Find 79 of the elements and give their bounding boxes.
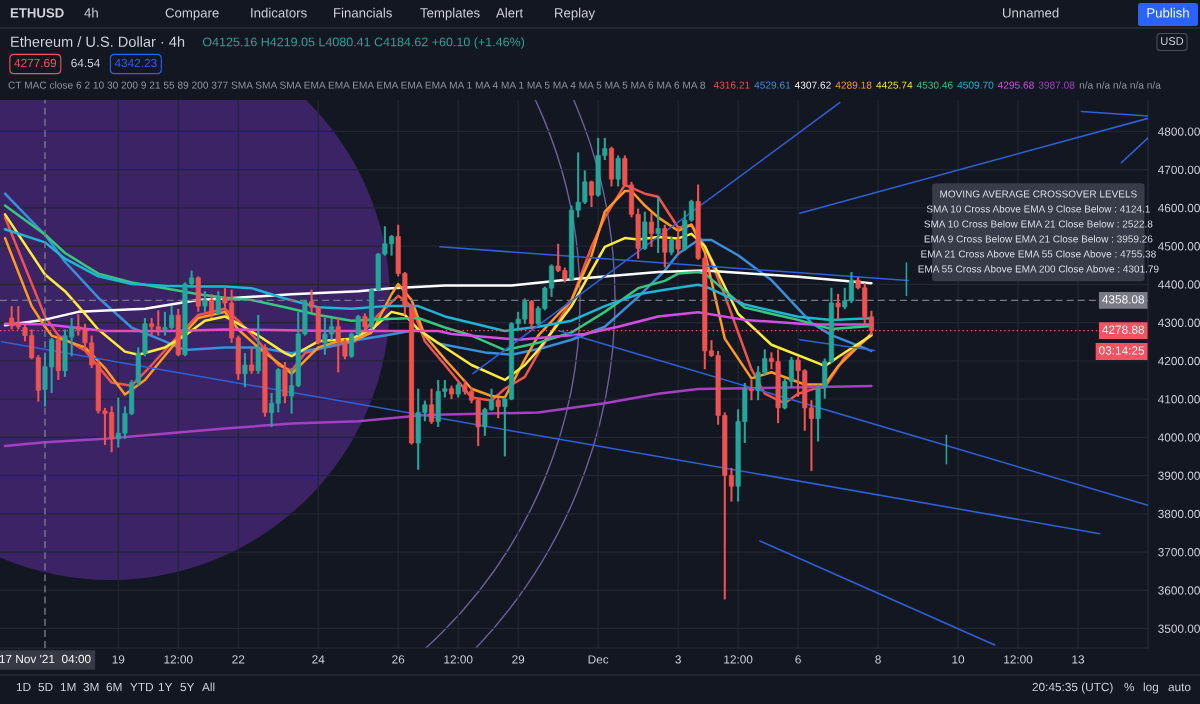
- text: 4h: [84, 7, 98, 18]
- text: 1M: [60, 682, 76, 692]
- text: Publish: [1147, 7, 1189, 18]
- text: All: [202, 682, 215, 692]
- text: 5Y: [180, 682, 195, 692]
- text: 3M: [83, 682, 99, 692]
- text: USD: [1161, 37, 1184, 45]
- ref-line-label: 17 Nov '21 04:00: [0, 654, 91, 664]
- text: 4509.70: [957, 81, 994, 89]
- x-tick-label: 3: [675, 655, 681, 664]
- annotation: EMA 9 Cross Below EMA 21 Close Below : 3959.26: [924, 235, 1153, 243]
- x-tick-label: 6: [795, 655, 801, 664]
- text: ETHUSD: [10, 8, 64, 18]
- text: CT MAC close 6 2 10 30 200 9 21 55 89 200 377 SMA SMA SMA EMA EMA EMA EMA EMA EMA MA 1 MA 4 MA 1 MA 5 MA 4 MA 5 MA 5 MA 6 MA 6 MA 8: [8, 81, 706, 89]
- text: 5D: [38, 682, 53, 692]
- y-tick-label: 3800.00: [1158, 509, 1200, 519]
- x-tick-label: 24: [312, 655, 325, 664]
- text: 1D: [16, 682, 31, 692]
- text: 4530.46: [916, 81, 953, 89]
- text: 4316.21: [713, 81, 750, 89]
- y-tick-label: 4300.00: [1157, 318, 1200, 327]
- text: 6M: [106, 682, 122, 692]
- y-tick-label: 3500.00: [1158, 624, 1200, 633]
- y-tick-label: 3900.00: [1158, 471, 1200, 480]
- y-tick-label: 4400.00: [1157, 280, 1200, 289]
- y-tick-label: 4600.00: [1157, 203, 1200, 213]
- ref-line-label: 4278.88: [1102, 325, 1145, 334]
- text: YTD: [130, 682, 154, 692]
- text: 4307.62: [794, 81, 831, 89]
- text: Replay: [555, 7, 596, 21]
- annotation: EMA 55 Cross Above EMA 200 Close Above : 4301.79: [918, 265, 1159, 273]
- x-tick-label: 8: [875, 655, 881, 664]
- text: Compare: [165, 8, 219, 21]
- text: log: [1143, 682, 1158, 694]
- x-tick-label: Dec: [588, 655, 609, 664]
- text: 3987.08: [1038, 81, 1075, 89]
- x-tick-label: 12:00: [724, 655, 753, 664]
- text: O4125.16 H4219.05 L4080.41 C4184.62 +60.10 (+1.46%): [202, 37, 525, 49]
- text: %: [1124, 682, 1135, 692]
- y-tick-label: 4700.00: [1157, 165, 1200, 174]
- text: Indicators: [251, 7, 307, 18]
- text: 20:45:35 (UTC): [1032, 682, 1113, 694]
- text: Alert: [496, 7, 524, 18]
- text: auto: [1168, 683, 1191, 692]
- y-tick-label: 4800.00: [1157, 127, 1200, 136]
- annotation: SMA 10 Cross Below EMA 21 Close Below : 2522.8: [924, 220, 1153, 228]
- text: Financials: [334, 7, 392, 18]
- text: n/a n/a n/a n/a n/a: [1079, 81, 1161, 89]
- text: 4289.18: [835, 81, 872, 89]
- x-tick-label: 19: [112, 655, 125, 664]
- text: 4295.68: [997, 81, 1034, 89]
- x-tick-label: 12:00: [444, 655, 473, 664]
- y-tick-label: 4000.00: [1157, 433, 1200, 442]
- x-tick-label: 12:00: [164, 655, 193, 664]
- text: Unnamed: [1003, 7, 1059, 18]
- text: 64.54: [71, 58, 100, 68]
- annotation: EMA 21 Cross Above EMA 55 Close Above : 4755.38: [921, 250, 1156, 258]
- x-tick-label: 13: [1072, 655, 1085, 664]
- text: 4277.69: [14, 58, 57, 68]
- x-tick-label: 10: [952, 655, 965, 664]
- text: 4425.74: [876, 81, 913, 89]
- text: 4342.23: [114, 58, 157, 68]
- ref-line-label: 4358.08: [1102, 295, 1145, 304]
- x-tick-label: 22: [232, 655, 245, 664]
- x-tick-label: 12:00: [1004, 655, 1033, 664]
- text: 4529.61: [754, 81, 791, 89]
- y-tick-label: 3600.00: [1158, 586, 1200, 595]
- annotation: MOVING AVERAGE CROSSOVER LEVELS: [940, 190, 1137, 198]
- text: Templates: [420, 7, 480, 21]
- text: 1Y: [158, 682, 173, 692]
- annotation: SMA 10 Cross Above EMA 9 Close Below : 4124.1: [926, 205, 1150, 213]
- chart-title: Ethereum / U.S. Dollar · 4h: [11, 36, 185, 47]
- y-tick-label: 3700.00: [1158, 548, 1200, 557]
- y-tick-label: 4100.00: [1157, 395, 1200, 404]
- annotation: 03:14:25: [1099, 346, 1145, 355]
- y-tick-label: 4500.00: [1157, 242, 1200, 251]
- y-tick-label: 4200.00: [1157, 356, 1200, 366]
- x-tick-label: 29: [512, 655, 525, 664]
- x-tick-label: 26: [392, 655, 405, 664]
